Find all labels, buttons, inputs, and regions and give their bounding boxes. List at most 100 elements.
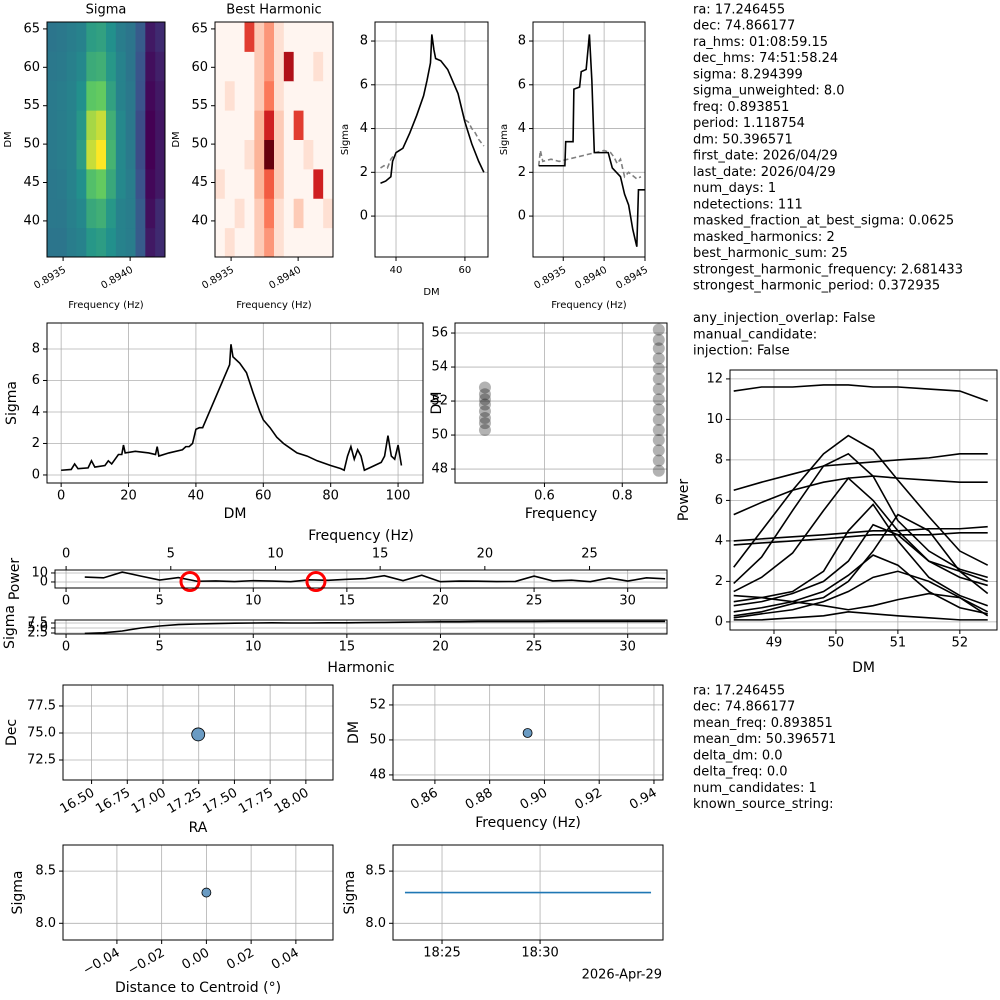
heatmap-cell [274, 22, 285, 52]
x-tick-label: −0.04 [81, 946, 123, 979]
data-point [478, 417, 491, 430]
heatmap-cell [264, 198, 275, 229]
y-tick-label: 8 [518, 34, 526, 49]
heatmap-cell [244, 22, 255, 52]
heatmap-cell [274, 110, 285, 140]
heatmap-cell [96, 110, 107, 140]
heatmap-cell [283, 139, 295, 170]
series-line [537, 149, 642, 180]
series-line [733, 475, 988, 516]
heatmap-cell [224, 51, 236, 82]
heatmap-cell [135, 168, 146, 199]
heatmap-cell [115, 168, 127, 199]
series-line [733, 610, 988, 621]
axes-frame [454, 322, 668, 484]
heatmap-cell [313, 227, 324, 258]
x-tick-label: 0.6 [534, 489, 555, 504]
heatmap-cell [106, 168, 117, 199]
x-tick-label: 52 [952, 636, 969, 651]
y-tick-label: 55 [23, 98, 40, 113]
heatmap-cell [106, 227, 117, 258]
heatmap-cell [244, 51, 255, 82]
heatmap-cell [47, 110, 58, 140]
heatmap-cell [313, 139, 324, 170]
y-axis-label: Sigma [499, 124, 510, 155]
axes-frame [54, 619, 668, 635]
heatmap-cell [135, 198, 146, 229]
heatmap-cell [106, 51, 117, 82]
y-tick-label: 45 [191, 175, 208, 190]
heatmap-cell [274, 80, 285, 111]
x-tick-label: 17.75 [236, 786, 276, 818]
info-flag: manual_candidate: [693, 327, 817, 342]
y-tick-label: 4 [32, 404, 40, 419]
y-tick-label: 4 [715, 533, 723, 548]
x-tick-label: 0.8935 [532, 265, 568, 292]
heatmap-cell [224, 198, 236, 229]
x-tick-label: 0.86 [408, 786, 441, 813]
heatmap-cell [264, 80, 275, 111]
heatmap-cell [293, 80, 304, 111]
heatmap-cell [125, 198, 136, 229]
summary-line: mean_freq: 0.893851 [693, 716, 833, 731]
y-tick-label: 0 [40, 574, 48, 589]
heatmap-cell [115, 198, 127, 229]
y-tick-label: 6 [518, 77, 526, 92]
axes-frame [54, 569, 668, 589]
heatmap-cell [313, 110, 324, 140]
axes-frame [729, 369, 998, 631]
data-point [652, 342, 665, 355]
heatmap-cell [303, 51, 314, 82]
heatmap-cell [215, 227, 226, 258]
heatmap-cell [283, 168, 295, 199]
y-axis-label: Dec [4, 719, 20, 746]
series-line [733, 523, 988, 607]
heatmap-cell [234, 80, 245, 111]
heatmap-cell [224, 168, 236, 199]
heatmap-cell [76, 227, 87, 258]
y-tick-label: 52 [431, 394, 448, 409]
summary-line: delta_dm: 0.0 [693, 748, 783, 763]
heatmap-cell [274, 51, 285, 82]
heatmap-cell [254, 227, 265, 258]
heatmap-cell [224, 80, 236, 111]
heatmap-cell [56, 139, 68, 170]
y-tick-label: 10 [706, 412, 723, 427]
data-point [478, 381, 491, 394]
heatmap-cell [96, 51, 107, 82]
y-tick-label: 60 [191, 60, 208, 75]
x-tick-label: 5 [156, 640, 164, 655]
series-line [733, 592, 989, 617]
heatmap-cell [303, 168, 314, 199]
heatmap-cell [47, 139, 58, 170]
heatmap-cell [76, 198, 87, 229]
heatmap-cell [155, 168, 166, 199]
y-axis-label: Sigma [342, 871, 358, 915]
heatmap-cell [66, 51, 77, 82]
heatmap-cell [323, 51, 334, 82]
y-tick-label: 0 [32, 467, 40, 482]
x-tick-label: 0.8945 [614, 265, 650, 292]
heatmap-cell [47, 80, 58, 111]
data-point [478, 412, 491, 425]
data-point [478, 388, 491, 401]
heatmap-cell [47, 51, 58, 82]
y-axis-label: Sigma [2, 605, 18, 649]
x-tick-label: 0 [57, 489, 65, 504]
y-tick-label: 50 [23, 137, 40, 152]
heatmap-cell [254, 198, 265, 229]
series-line [733, 452, 988, 585]
heatmap-cell [125, 80, 136, 111]
info-line: strongest_harmonic_period: 0.372935 [693, 279, 940, 294]
info-line: masked_fraction_at_best_sigma: 0.0625 [693, 214, 954, 229]
y-tick-label: 40 [191, 213, 208, 228]
x-offset-label: 2026-Apr-29 [582, 968, 662, 983]
heatmap-cell [66, 227, 77, 258]
heatmap-cell [86, 22, 97, 52]
x-tick-label: 0.8935 [32, 265, 68, 292]
heatmap-cell [155, 22, 166, 52]
heatmap-cell [145, 198, 156, 229]
x-tick-label: 40 [188, 489, 205, 504]
y-tick-label: 0 [715, 614, 723, 629]
